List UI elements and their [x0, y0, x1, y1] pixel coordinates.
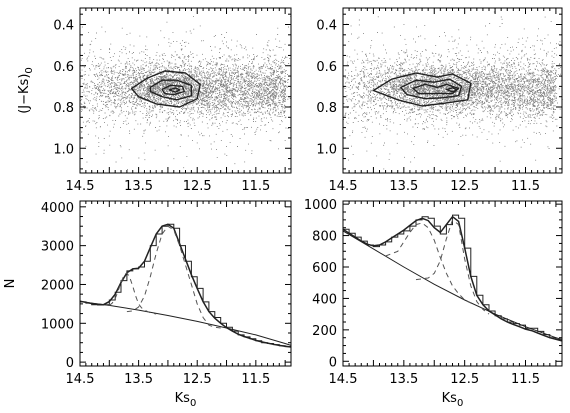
- y-tick-label: 1000: [304, 198, 337, 213]
- ylabel-bottom-left: N: [3, 279, 18, 289]
- ticks-bottom-right: 14.5 13.5 12.5 11.5 0 200 400 600 800 1000: [304, 198, 562, 387]
- curve-total: [342, 215, 563, 342]
- plot-frame-bottom-right: [342, 200, 563, 367]
- ticks-top-right: 14.5 13.5 12.5 11.5 0.4 0.6 0.8 1.0: [316, 8, 562, 194]
- x-tick-label: 12.5: [183, 372, 212, 387]
- x-tick-label: 13.5: [389, 179, 418, 194]
- curves-bottom-right: [342, 214, 563, 342]
- x-tick-label: 11.5: [511, 179, 540, 194]
- scatter-points: [80, 7, 292, 171]
- y-tick-label: 1.0: [316, 142, 337, 157]
- histogram-steps: [80, 223, 291, 348]
- y-tick-label: 400: [312, 292, 337, 307]
- y-tick-label: 0.8: [316, 101, 337, 116]
- x-tick-label: 11.5: [241, 372, 270, 387]
- y-tick-label: 0: [329, 355, 337, 370]
- y-tick-label: 0.4: [316, 19, 337, 34]
- x-tick-label: 12.5: [450, 179, 479, 194]
- y-tick-label: 0.4: [53, 19, 74, 34]
- y-tick-label: 800: [312, 230, 337, 245]
- x-tick-label: 13.5: [124, 179, 153, 194]
- x-tick-label: 14.5: [329, 179, 358, 194]
- y-tick-label: 3000: [41, 240, 74, 255]
- scatter-points: [343, 8, 563, 170]
- x-tick-label: 13.5: [124, 372, 153, 387]
- scatter-points-top-left: [80, 7, 292, 171]
- x-tick-label: 11.5: [511, 372, 540, 387]
- curve-component-2: [126, 225, 221, 329]
- curve-component-1: [108, 272, 157, 315]
- scatter-points-top-right: [343, 8, 563, 170]
- x-tick-label: 14.5: [329, 372, 358, 387]
- ticks-top-left: 14.5 13.5 12.5 11.5 0.4 0.6 0.8 1.0: [53, 8, 291, 194]
- xlabel-bottom-right: Ks0: [442, 391, 464, 409]
- x-tick-label: 13.5: [389, 372, 418, 387]
- y-tick-label: 4000: [41, 201, 74, 216]
- histogram-steps: [343, 214, 562, 340]
- contour-level-2: [400, 78, 463, 100]
- contours-top-right: [372, 72, 472, 107]
- contour-level-4: [168, 87, 181, 93]
- curve-component-2: [415, 219, 490, 315]
- x-tick-label: 12.5: [450, 372, 479, 387]
- panel-top-left: 14.5 13.5 12.5 11.5 0.4 0.6 0.8 1.0 (J−Ks)0: [17, 7, 292, 194]
- curve-component-1: [385, 222, 472, 304]
- y-tick-label: 0.6: [316, 60, 337, 75]
- y-tick-label: 1000: [41, 317, 74, 332]
- y-tick-label: 2000: [41, 278, 74, 293]
- curve-total: [79, 223, 292, 348]
- y-tick-label: 200: [312, 324, 337, 339]
- x-tick-label: 14.5: [66, 372, 95, 387]
- ylabel-top-left: (J−Ks)0: [17, 67, 35, 114]
- y-tick-label: 600: [312, 261, 337, 276]
- contour-level-1: [372, 72, 472, 107]
- ticks-bottom-left: 14.5 13.5 12.5 11.5 0 1000 2000 3000 4000: [41, 201, 291, 387]
- y-tick-label: 0.8: [53, 101, 74, 116]
- curve-background: [79, 301, 292, 346]
- contour-level-2: [149, 79, 193, 101]
- contour-level-3: [412, 83, 460, 95]
- contour-level-3: [161, 84, 186, 96]
- y-tick-label: 1.0: [53, 142, 74, 157]
- x-tick-label: 11.5: [241, 179, 270, 194]
- contours-top-left: [130, 70, 201, 108]
- y-tick-label: 0: [66, 356, 74, 371]
- x-tick-label: 12.5: [183, 179, 212, 194]
- curves-bottom-left: [79, 223, 292, 348]
- panel-top-right: 14.5 13.5 12.5 11.5 0.4 0.6 0.8 1.0: [316, 7, 563, 194]
- y-tick-label: 0.6: [53, 60, 74, 75]
- contour-level-1: [130, 70, 201, 108]
- panel-bottom-left: 14.5 13.5 12.5 11.5 0 1000 2000 3000 4000 N Ks0: [3, 200, 292, 409]
- contour-level-4: [445, 87, 458, 93]
- panel-bottom-right: 14.5 13.5 12.5 11.5 0 200 400 600 800 1000 Ks0: [304, 198, 563, 409]
- x-tick-label: 14.5: [66, 179, 95, 194]
- xlabel-bottom-left: Ks0: [175, 391, 197, 409]
- curve-background: [342, 230, 563, 340]
